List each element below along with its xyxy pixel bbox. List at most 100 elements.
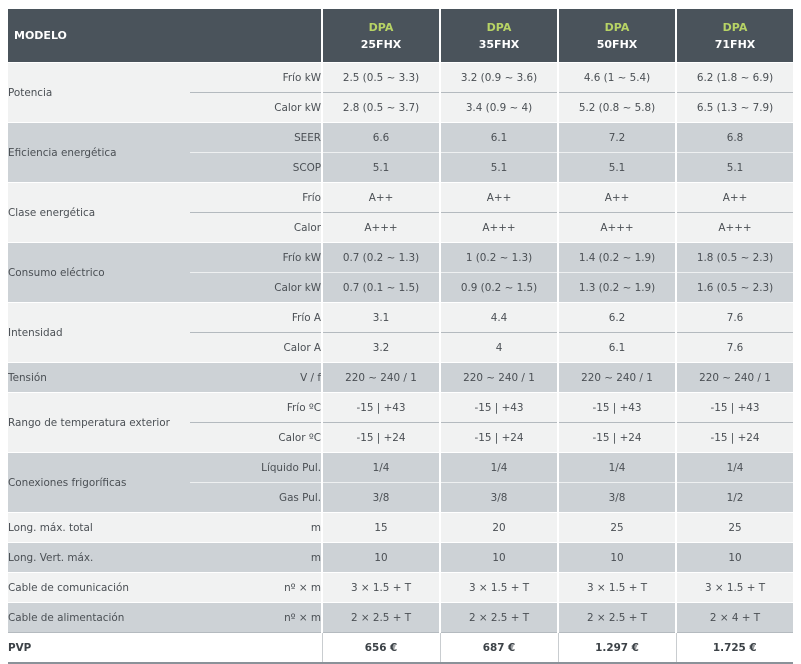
table-cell: 0.7 (0.1 ~ 1.5) — [321, 272, 441, 303]
row-sub-label: Calor ºC — [190, 422, 323, 453]
model-brand: DPA — [486, 20, 512, 34]
table-cell: 1/4 — [675, 452, 794, 483]
table-cell: 6.2 — [557, 302, 677, 333]
table-cell: 20 — [439, 512, 559, 543]
table-cell: -15 | +43 — [557, 392, 677, 423]
table-cell: 1.8 (0.5 ~ 2.3) — [675, 242, 794, 273]
row-group-label: Tensión — [8, 362, 190, 393]
row-sub-label: nº × m — [190, 602, 323, 633]
table-cell: 3 × 1.5 + T — [675, 572, 794, 603]
table-cell: A++ — [557, 182, 677, 213]
table-cell: 4 — [439, 332, 559, 363]
row-sub-label: Frío — [190, 182, 323, 213]
model-brand: DPA — [722, 20, 748, 34]
table-row: Rango de temperatura exterior Frío ºC -15 … — [8, 392, 794, 453]
table-cell: 10 — [439, 542, 559, 573]
table-cell: A+++ — [557, 212, 677, 243]
row-group-label: Intensidad — [8, 302, 190, 363]
row-sub-label: Calor kW — [190, 272, 323, 303]
pvp-price: 1.725 € — [675, 632, 794, 664]
pvp-price: 687 € — [439, 632, 559, 664]
row-sub-label: SCOP — [190, 152, 323, 183]
table-cell: 3.4 (0.9 ~ 4) — [439, 92, 559, 123]
table-row: Potencia Frío kW 2.5 (0.5 ~ 3.3) 3.2 (0.9 ~… — [8, 62, 794, 123]
row-group-label: Cable de comunicación — [8, 572, 190, 603]
table-cell: 3/8 — [321, 482, 441, 513]
table-cell: 5.1 — [675, 152, 794, 183]
table-cell: 220 ~ 240 / 1 — [675, 362, 794, 393]
table-cell: -15 | +24 — [439, 422, 559, 453]
row-sub-label: Calor A — [190, 332, 323, 363]
table-cell: 4.6 (1 ~ 5.4) — [557, 62, 677, 93]
row-sub-label: Calor — [190, 212, 323, 243]
table-cell: 1 (0.2 ~ 1.3) — [439, 242, 559, 273]
table-cell: 1/4 — [557, 452, 677, 483]
table-row: SCOP 5.1 5.1 5.1 5.1 — [8, 152, 794, 183]
row-sub-label: Frío ºC — [190, 392, 323, 423]
pvp-price: 656 € — [321, 632, 441, 664]
table-cell: -15 | +24 — [321, 422, 441, 453]
table-cell: 2 × 2.5 + T — [557, 602, 677, 633]
table-row: Calor kW 0.7 (0.1 ~ 1.5) 0.9 (0.2 ~ 1.5) 1.… — [8, 272, 794, 303]
table-cell: 3 × 1.5 + T — [439, 572, 559, 603]
table-cell: 1.3 (0.2 ~ 1.9) — [557, 272, 677, 303]
table-cell: 220 ~ 240 / 1 — [557, 362, 677, 393]
table-row: Calor A 3.2 4 6.1 7.6 — [8, 332, 794, 363]
table-cell: 6.1 — [439, 122, 559, 153]
table-cell: A++ — [439, 182, 559, 213]
table-cell: 2 × 4 + T — [675, 602, 794, 633]
table-row: Calor ºC -15 | +24 -15 | +24 -15 | +24 -15 |… — [8, 422, 794, 453]
model-header: DPA 35FHX — [439, 9, 559, 63]
pvp-price: 1.297 € — [557, 632, 677, 664]
table-cell: 5.2 (0.8 ~ 5.8) — [557, 92, 677, 123]
table-cell: A+++ — [439, 212, 559, 243]
table-cell: 3.1 — [321, 302, 441, 333]
table-cell: 25 — [557, 512, 677, 543]
row-sub-label: SEER — [190, 122, 323, 153]
table-cell: 5.1 — [557, 152, 677, 183]
row-group-label: Conexiones frigoríficas — [8, 452, 190, 513]
row-group-label: Rango de temperatura exterior — [8, 392, 190, 453]
table-cell: 1/2 — [675, 482, 794, 513]
model-header: DPA 50FHX — [557, 9, 677, 63]
header-row: MODELO DPA 25FHX DPA 35FHX DPA 50FHX DPA… — [8, 9, 794, 63]
table-cell: 25 — [675, 512, 794, 543]
row-group-label: Eficiencia energética — [8, 122, 190, 183]
row-sub-label: V / f — [190, 362, 323, 393]
row-group-label: Clase energética — [8, 182, 190, 243]
table-row: Consumo eléctrico Frío kW 0.7 (0.2 ~ 1.3) 1… — [8, 242, 794, 303]
table-cell: 2 × 2.5 + T — [321, 602, 441, 633]
table-cell: 7.6 — [675, 332, 794, 363]
table-cell: 0.7 (0.2 ~ 1.3) — [321, 242, 441, 273]
row-sub-label: Frío kW — [190, 62, 323, 93]
table-cell: 3/8 — [557, 482, 677, 513]
table-cell: 4.4 — [439, 302, 559, 333]
table-cell: 10 — [321, 542, 441, 573]
table-cell: 3 × 1.5 + T — [321, 572, 441, 603]
table-cell: 1/4 — [439, 452, 559, 483]
table-cell: 10 — [557, 542, 677, 573]
row-sub-label: nº × m — [190, 572, 323, 603]
model-code: 71FHX — [714, 37, 756, 51]
row-group-label: Long. Vert. máx. — [8, 542, 190, 573]
table-cell: 6.5 (1.3 ~ 7.9) — [675, 92, 794, 123]
table-cell: 3/8 — [439, 482, 559, 513]
table-row: Gas Pul. 3/8 3/8 3/8 1/2 — [8, 482, 794, 513]
spec-table: MODELO DPA 25FHX DPA 35FHX DPA 50FHX DPA… — [8, 9, 794, 664]
table-cell: -15 | +24 — [557, 422, 677, 453]
table-cell: -15 | +24 — [675, 422, 794, 453]
table-cell: 5.1 — [439, 152, 559, 183]
model-code: 35FHX — [478, 37, 520, 51]
row-group-label: Consumo eléctrico — [8, 242, 190, 303]
pvp-row: PVP 656 €687 €1.297 €1.725 € — [8, 632, 794, 664]
table-cell: -15 | +43 — [321, 392, 441, 423]
table-row: Calor A+++ A+++ A+++ A+++ — [8, 212, 794, 243]
table-cell: 6.2 (1.8 ~ 6.9) — [675, 62, 794, 93]
row-sub-label: m — [190, 512, 323, 543]
model-brand: DPA — [368, 20, 394, 34]
table-cell: -15 | +43 — [439, 392, 559, 423]
modelo-header: MODELO — [8, 9, 323, 63]
table-cell: 1.6 (0.5 ~ 2.3) — [675, 272, 794, 303]
